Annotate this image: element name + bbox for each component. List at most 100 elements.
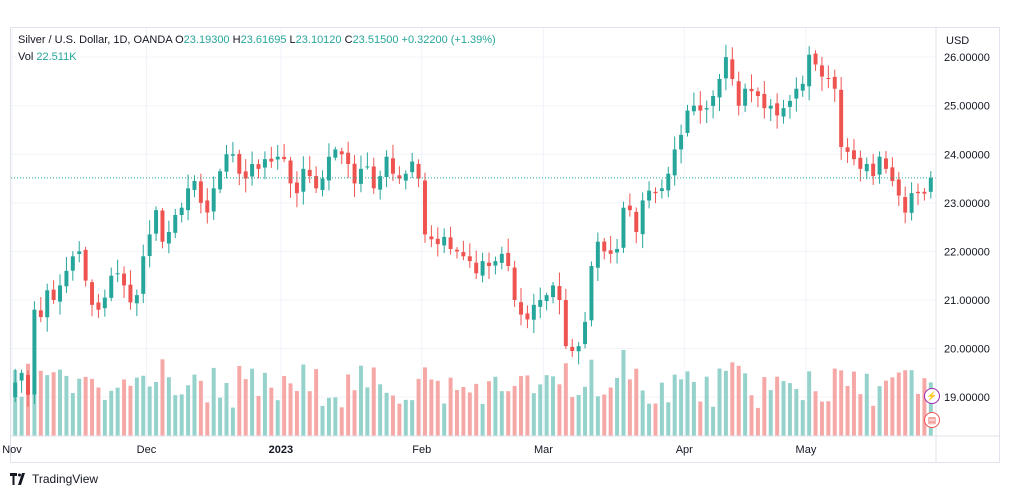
volume-bar (192, 374, 197, 436)
close-label: C (344, 34, 353, 46)
volume-bar (51, 372, 56, 436)
volume-bar (698, 401, 703, 436)
candle-body (403, 173, 408, 181)
volume-bar (755, 407, 760, 436)
candle-body (551, 285, 556, 298)
volume-bar (743, 373, 748, 436)
volume-bar (896, 372, 901, 436)
volume-bar (851, 371, 856, 436)
tradingview-logo-icon (10, 473, 25, 485)
volume-bar (544, 375, 549, 436)
volume-bar (909, 370, 914, 436)
candle-body (38, 310, 43, 317)
price-tick-label: 25.00000 (944, 101, 990, 113)
volume-bar (320, 405, 325, 436)
volume-bar (819, 401, 824, 436)
price-tick-label: 26.00000 (944, 52, 990, 64)
volume-bar (294, 391, 299, 436)
volume-bar (647, 403, 652, 436)
volume-bar (474, 383, 479, 436)
volume-bar (448, 377, 453, 436)
candle-body (320, 178, 325, 191)
price-tick-label: 24.00000 (944, 149, 990, 161)
candle-body (275, 156, 280, 160)
volume-bar (160, 359, 165, 436)
price-tick-label: 23.00000 (944, 198, 990, 210)
candle-body (704, 108, 709, 110)
volume-bar (256, 395, 261, 436)
candle-body (435, 238, 440, 245)
candle-body (877, 156, 882, 175)
volume-bar (45, 375, 50, 436)
candle-body (781, 108, 786, 117)
volume-bar (288, 383, 293, 436)
candle-body (461, 252, 466, 257)
candle-body (928, 177, 933, 192)
calendar-icon[interactable]: ▤ (924, 412, 940, 428)
volume-bar (70, 393, 75, 436)
volume-bar (435, 380, 440, 436)
volume-bar (813, 391, 818, 436)
candle-body (77, 251, 82, 254)
candle-body (538, 300, 543, 307)
candle-body (205, 200, 210, 213)
volume-bar (230, 407, 235, 436)
volume-value: 22.511K (36, 51, 77, 63)
candle-body (192, 181, 197, 190)
volume-bar (627, 379, 632, 436)
symbol-title[interactable]: Silver / U.S. Dollar, 1D, OANDA (18, 34, 173, 46)
candle-body (653, 191, 658, 194)
volume-bar (883, 380, 888, 436)
candle-body (563, 300, 568, 347)
candle-body (256, 164, 261, 169)
candle-body (442, 236, 447, 246)
volume-bar (275, 400, 280, 436)
high-label: H (232, 34, 241, 46)
candle-body (288, 160, 293, 184)
volume-bar (871, 405, 876, 436)
time-tick-label: Feb (412, 444, 431, 456)
volume-bar (128, 385, 133, 436)
volume-bar (346, 374, 351, 436)
candle-body (294, 182, 299, 194)
time-tick-label: Mar (534, 444, 553, 456)
candle-body (339, 151, 344, 155)
volume-bar (864, 373, 869, 436)
brand-name[interactable]: TradingView (32, 472, 99, 486)
volume-bar (589, 359, 594, 436)
candle-body (691, 105, 696, 112)
volume-bar (122, 379, 127, 436)
open-value: 23.19300 (183, 34, 230, 46)
volume-bar (762, 377, 767, 436)
volume-bar (83, 376, 88, 436)
candle-body (762, 93, 767, 109)
time-tick-label: May (796, 444, 817, 456)
volume-bar (922, 378, 927, 436)
volume-bar (422, 367, 427, 436)
candle-body (70, 256, 75, 271)
volume-bar (371, 367, 376, 436)
candle-body (685, 110, 690, 133)
candle-body (147, 234, 152, 257)
candle-body (365, 166, 370, 168)
volume-bar (102, 399, 107, 436)
volume-bar (525, 375, 530, 436)
lightning-icon[interactable]: ⚡ (924, 388, 940, 404)
candle-body (237, 153, 242, 174)
candle-body (666, 173, 671, 191)
candle-body (711, 96, 716, 106)
candle-body (301, 168, 306, 192)
candle-body (358, 168, 363, 184)
volume-bar (685, 371, 690, 436)
volume-bar (602, 394, 607, 436)
volume-bar (832, 368, 837, 436)
candle-body (916, 191, 920, 194)
volume-bar (672, 374, 677, 436)
price-tick-label: 21.00000 (944, 295, 990, 307)
candle-body (378, 176, 383, 190)
volume-bar (551, 376, 556, 436)
volume-bar (141, 375, 146, 436)
volume-bar (723, 370, 728, 436)
candle-body (506, 252, 511, 266)
